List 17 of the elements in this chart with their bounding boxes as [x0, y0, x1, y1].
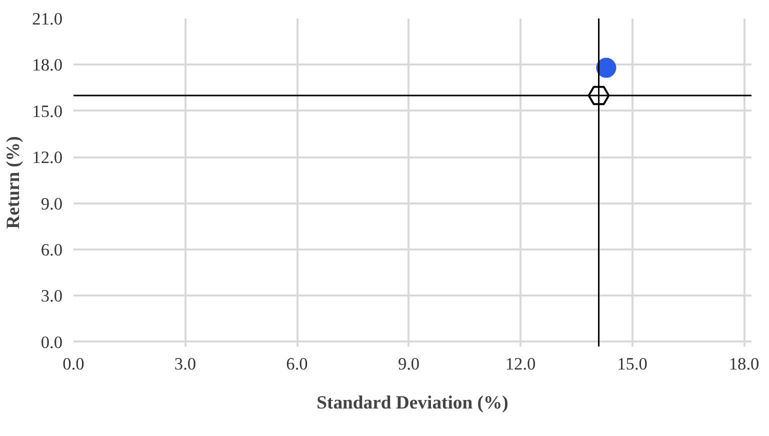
x-tick-label: 12.0 — [505, 354, 536, 374]
y-tick-label: 12.0 — [32, 148, 63, 168]
y-tick-label: 3.0 — [40, 286, 63, 306]
x-axis-title: Standard Deviation (%) — [316, 392, 508, 414]
x-tick-label: 3.0 — [174, 354, 196, 374]
y-axis-title: Return (%) — [3, 136, 24, 229]
x-tick-label: 18.0 — [728, 354, 760, 374]
x-tick-label: 6.0 — [286, 354, 308, 374]
y-tick-label: 15.0 — [32, 102, 63, 121]
y-tick-label: 0.0 — [40, 332, 63, 352]
x-tick-label: 0.0 — [62, 354, 84, 374]
y-tick-label: 6.0 — [40, 240, 63, 260]
x-tick-label: 15.0 — [617, 354, 648, 374]
y-tick-label: 21.0 — [32, 10, 63, 28]
x-tick-label: 9.0 — [398, 354, 420, 374]
y-tick-label: 9.0 — [40, 194, 63, 214]
y-tick-label: 18.0 — [32, 56, 63, 75]
